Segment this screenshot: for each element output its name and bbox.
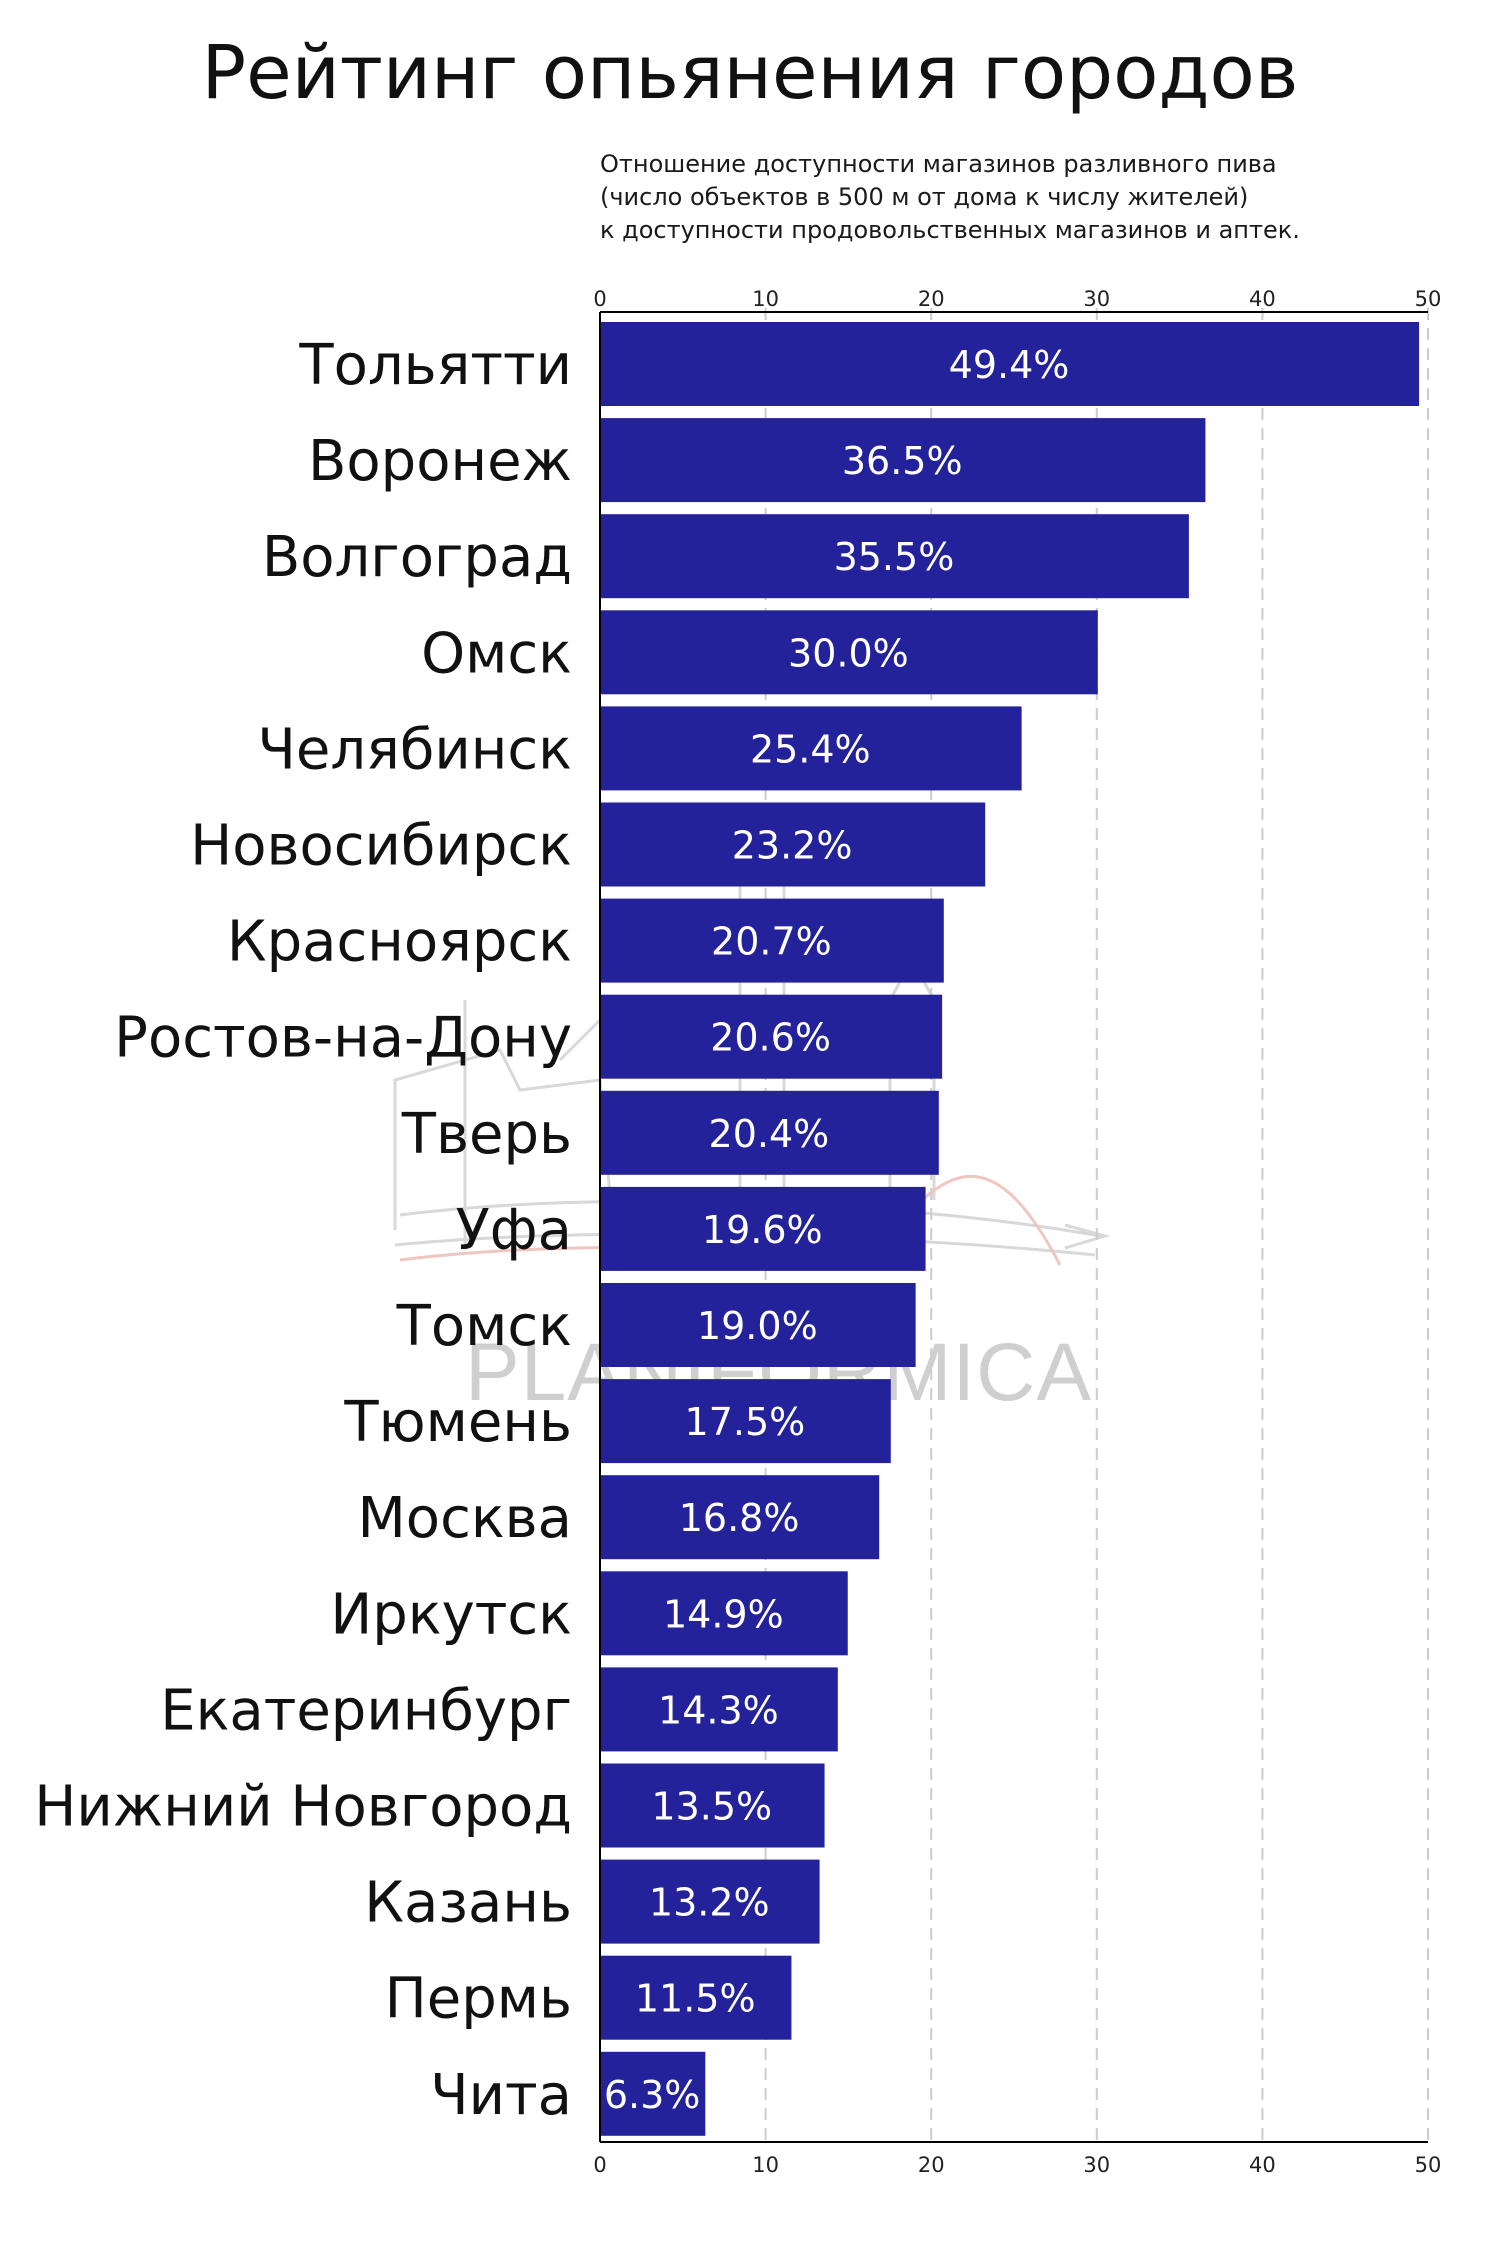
category-label: Тюмень	[343, 1390, 572, 1455]
category-label: Нижний Новгород	[34, 1775, 572, 1840]
x-tick-bottom-20: 20	[918, 2153, 945, 2177]
x-tick-top-30: 30	[1083, 287, 1110, 311]
bar	[601, 1763, 825, 1848]
bar	[601, 898, 944, 983]
x-tick-top-50: 50	[1415, 287, 1442, 311]
category-label: Омск	[421, 621, 572, 686]
x-tick-bottom-40: 40	[1249, 2153, 1276, 2177]
x-tick-bottom-50: 50	[1415, 2153, 1442, 2177]
value-label: 19.0%	[697, 1304, 818, 1348]
bar	[601, 1475, 880, 1560]
value-label: 36.5%	[842, 439, 963, 483]
chart-title: Рейтинг опьянения городов	[201, 30, 1299, 116]
x-tick-bottom-30: 30	[1083, 2153, 1110, 2177]
value-label: 14.9%	[663, 1592, 784, 1636]
value-label: 13.2%	[649, 1881, 770, 1925]
bar	[601, 514, 1189, 599]
bar	[601, 994, 943, 1079]
bar	[601, 1283, 916, 1367]
bar	[601, 1186, 926, 1271]
x-tick-bottom-0: 0	[593, 2153, 606, 2177]
value-label: 16.8%	[679, 1496, 800, 1540]
bar	[601, 322, 1420, 406]
value-label: 14.3%	[658, 1688, 779, 1732]
bar	[601, 1571, 848, 1656]
category-label: Казань	[364, 1871, 572, 1936]
category-label: Москва	[357, 1486, 572, 1551]
category-label: Волгоград	[262, 525, 572, 590]
value-label: 11.5%	[635, 1977, 756, 2021]
category-label: Томск	[396, 1294, 572, 1359]
category-label: Иркутск	[330, 1582, 572, 1647]
value-label: 35.5%	[834, 535, 955, 579]
x-tick-top-40: 40	[1249, 287, 1276, 311]
bar	[601, 610, 1098, 695]
bar	[601, 1090, 939, 1175]
bar	[601, 1955, 792, 2040]
value-label: 13.5%	[651, 1785, 772, 1829]
x-tick-top-0: 0	[593, 287, 606, 311]
bar	[601, 1379, 891, 1464]
bar	[601, 418, 1206, 503]
category-label: Тверь	[401, 1102, 572, 1167]
value-label: 25.4%	[750, 727, 871, 771]
value-label: 19.6%	[702, 1208, 823, 1252]
category-label: Челябинск	[258, 717, 572, 782]
category-label: Красноярск	[227, 910, 572, 975]
x-tick-top-20: 20	[918, 287, 945, 311]
category-label: Новосибирск	[190, 814, 572, 879]
category-label: Воронеж	[308, 429, 572, 494]
bar	[601, 1667, 838, 1752]
bar	[601, 706, 1022, 791]
value-label: 30.0%	[788, 631, 909, 675]
value-label: 6.3%	[604, 2073, 701, 2117]
category-label: Уфа	[456, 1198, 572, 1263]
value-label: 20.7%	[711, 920, 832, 964]
subtitle-line-3: к доступности продовольственных магазино…	[600, 216, 1300, 244]
value-label: 20.4%	[709, 1112, 830, 1156]
category-label: Екатеринбург	[160, 1678, 572, 1743]
category-label: Ростов-на-Дону	[114, 1006, 572, 1071]
bar	[601, 1859, 820, 1944]
value-label: 17.5%	[685, 1400, 806, 1444]
value-label: 23.2%	[732, 824, 853, 868]
value-label: 49.4%	[949, 343, 1070, 387]
bar	[601, 2051, 706, 2136]
subtitle-line-2: (число объектов в 500 м от дома к числу …	[600, 183, 1249, 211]
x-tick-bottom-10: 10	[752, 2153, 779, 2177]
bar	[601, 802, 986, 887]
x-tick-top-10: 10	[752, 287, 779, 311]
category-label: Чита	[430, 2063, 572, 2128]
value-label: 20.6%	[710, 1016, 831, 1060]
category-label: Тольятти	[298, 333, 572, 398]
category-label: Пермь	[385, 1967, 572, 2032]
subtitle-line-1: Отношение доступности магазинов разливно…	[600, 150, 1277, 178]
chart-subtitle: Отношение доступности магазинов разливно…	[600, 148, 1480, 247]
